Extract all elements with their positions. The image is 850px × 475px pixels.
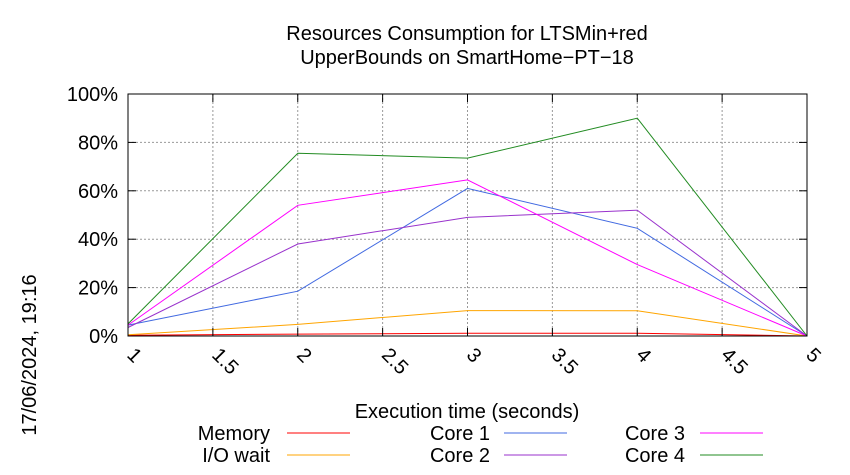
chart-title-line-1: Resources Consumption for LTSMin+red — [286, 23, 647, 45]
legend-label: Core 1 — [430, 423, 490, 445]
x-tick-label: 5 — [801, 344, 824, 367]
series-line-i-o-wait — [127, 310, 808, 337]
x-tick-label: 3 — [462, 344, 485, 367]
x-axis-label: Execution time (seconds) — [355, 401, 580, 423]
series-line-core-3 — [127, 179, 808, 337]
series-line-core-2 — [127, 209, 808, 337]
legend-label: I/O wait — [202, 445, 270, 467]
legend-label: Core 3 — [625, 423, 685, 445]
x-tick-label: 1 — [122, 344, 145, 367]
legend-label: Memory — [198, 423, 270, 445]
x-tick-label: 2 — [292, 344, 315, 367]
y-tick-label: 100% — [67, 84, 118, 106]
timestamp-label: 17/06/2024, 19:16 — [19, 274, 41, 435]
chart-title-line-2: UpperBounds on SmartHome−PT−18 — [300, 47, 634, 69]
series-line-core-1 — [127, 187, 808, 337]
y-tick-label: 20% — [78, 278, 118, 300]
x-tick-label: 2.5 — [377, 344, 412, 379]
y-axis-ticks: 0% 20% 40% 60% 80% 100% — [67, 84, 807, 348]
y-tick-label: 0% — [89, 326, 118, 348]
series-line-core-4 — [127, 117, 808, 337]
legend-label: Core 4 — [625, 445, 685, 467]
x-tick-label: 4 — [632, 344, 655, 367]
y-tick-label: 40% — [78, 229, 118, 251]
y-tick-label: 80% — [78, 132, 118, 154]
y-tick-label: 60% — [78, 181, 118, 203]
x-tick-label: 1.5 — [207, 344, 242, 379]
legend-label: Core 2 — [430, 445, 490, 467]
grid — [128, 94, 807, 336]
x-tick-label: 4.5 — [717, 344, 752, 379]
x-tick-label: 3.5 — [547, 344, 582, 379]
